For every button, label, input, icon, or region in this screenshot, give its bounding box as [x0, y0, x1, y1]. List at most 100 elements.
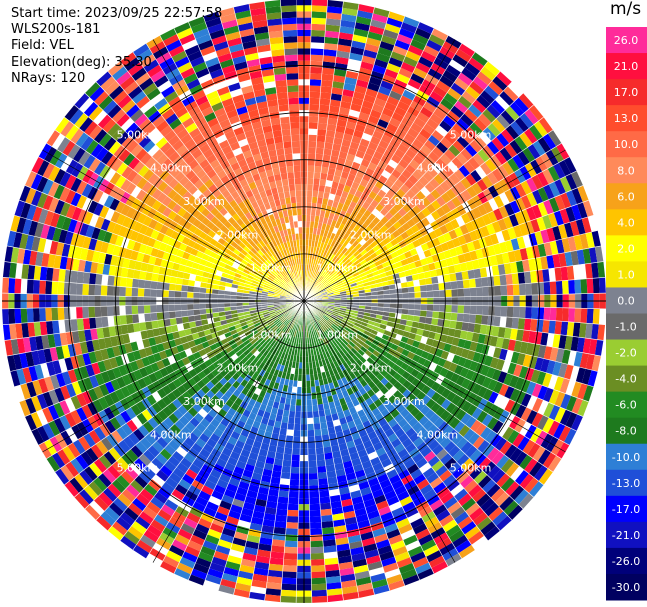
gate-cell	[311, 0, 328, 7]
gate-cell	[433, 364, 443, 375]
gate-cell	[446, 479, 461, 492]
gate-cell	[343, 249, 351, 257]
gate-cell	[342, 504, 355, 514]
gate-cell	[465, 173, 477, 186]
gate-cell	[335, 250, 342, 258]
gate-cell	[370, 19, 387, 30]
gate-cell	[329, 280, 336, 285]
gate-cell	[525, 306, 532, 319]
gate-cell	[437, 341, 446, 351]
gate-cell	[331, 413, 339, 421]
gate-cell	[351, 457, 362, 467]
ppi-gates	[2, 0, 606, 603]
gate-cell	[311, 196, 318, 204]
gate-cell	[415, 371, 425, 382]
gate-cell	[331, 312, 339, 317]
gate-cell	[487, 378, 498, 392]
gate-cell	[463, 287, 471, 297]
gate-cell	[314, 259, 319, 267]
gate-cell	[320, 308, 327, 312]
gate-cell	[464, 62, 481, 77]
gate-cell	[363, 234, 371, 242]
gate-cell	[144, 313, 152, 322]
gate-cell	[414, 291, 421, 299]
gate-cell	[372, 527, 387, 538]
gate-cell	[381, 556, 397, 567]
gate-cell	[100, 306, 108, 317]
gate-cell	[364, 305, 372, 310]
gate-cell	[479, 426, 492, 440]
gate-cell	[314, 165, 322, 173]
gate-cell	[432, 283, 440, 291]
gate-cell	[552, 253, 561, 269]
gate-cell	[323, 264, 329, 271]
gate-cell	[332, 519, 346, 528]
gate-cell	[429, 269, 438, 278]
gate-cell	[420, 217, 431, 227]
gate-cell	[305, 239, 309, 246]
gate-cell	[391, 111, 404, 123]
gate-cell	[468, 484, 483, 498]
gate-cell	[286, 516, 299, 523]
gate-cell	[46, 129, 61, 147]
gate-cell	[419, 483, 434, 496]
gate-cell	[354, 85, 368, 95]
gate-cell	[311, 330, 315, 337]
gate-cell	[581, 216, 592, 234]
gate-cell	[307, 429, 315, 437]
gate-cell	[310, 285, 315, 291]
gate-cell	[324, 330, 331, 337]
gate-cell	[359, 336, 367, 343]
gate-cell	[457, 72, 473, 86]
gate-cell	[354, 22, 371, 32]
gate-cell	[310, 546, 324, 554]
gate-cell	[439, 334, 448, 343]
gate-cell	[355, 513, 369, 523]
gate-cell	[314, 307, 320, 312]
gate-cell	[493, 315, 501, 327]
gate-cell	[367, 346, 376, 354]
gate-cell	[410, 407, 421, 418]
gate-cell	[426, 166, 439, 179]
gate-cell	[450, 218, 460, 230]
gate-cell	[363, 367, 372, 376]
gate-cell	[333, 68, 347, 77]
gate-cell	[401, 437, 413, 449]
gate-cell	[377, 353, 386, 361]
gate-cell	[320, 278, 327, 285]
gate-cell	[322, 154, 331, 162]
gate-cell	[360, 61, 375, 71]
gate-cell	[350, 338, 358, 345]
gate-cell	[329, 494, 342, 503]
gate-cell	[480, 90, 495, 105]
gate-cell	[354, 242, 363, 251]
gate-cell	[496, 71, 512, 87]
gate-cell	[309, 318, 313, 325]
gate-cell	[69, 282, 77, 296]
gate-cell	[542, 133, 557, 150]
gate-cell	[337, 38, 353, 47]
gate-cell	[461, 377, 471, 390]
gate-cell	[365, 326, 373, 333]
gate-cell	[518, 222, 529, 237]
gate-cell	[327, 293, 335, 297]
gate-cell	[377, 46, 393, 58]
gate-cell	[477, 439, 490, 454]
gate-cell	[314, 342, 318, 349]
gate-cell	[367, 510, 381, 520]
gate-cell	[308, 110, 319, 117]
gate-cell	[454, 226, 464, 238]
gate-cell	[187, 285, 195, 293]
gate-cell	[326, 582, 342, 590]
gate-cell	[345, 311, 352, 315]
gate-cell	[461, 212, 471, 225]
gate-cell	[328, 432, 338, 441]
gate-cell	[496, 473, 511, 488]
gate-cell	[396, 33, 413, 45]
gate-cell	[400, 22, 418, 34]
gate-cell	[443, 342, 452, 353]
gate-cell	[378, 174, 388, 185]
gate-cell	[378, 417, 388, 428]
gate-cell	[472, 239, 482, 251]
gate-cell	[591, 354, 601, 372]
